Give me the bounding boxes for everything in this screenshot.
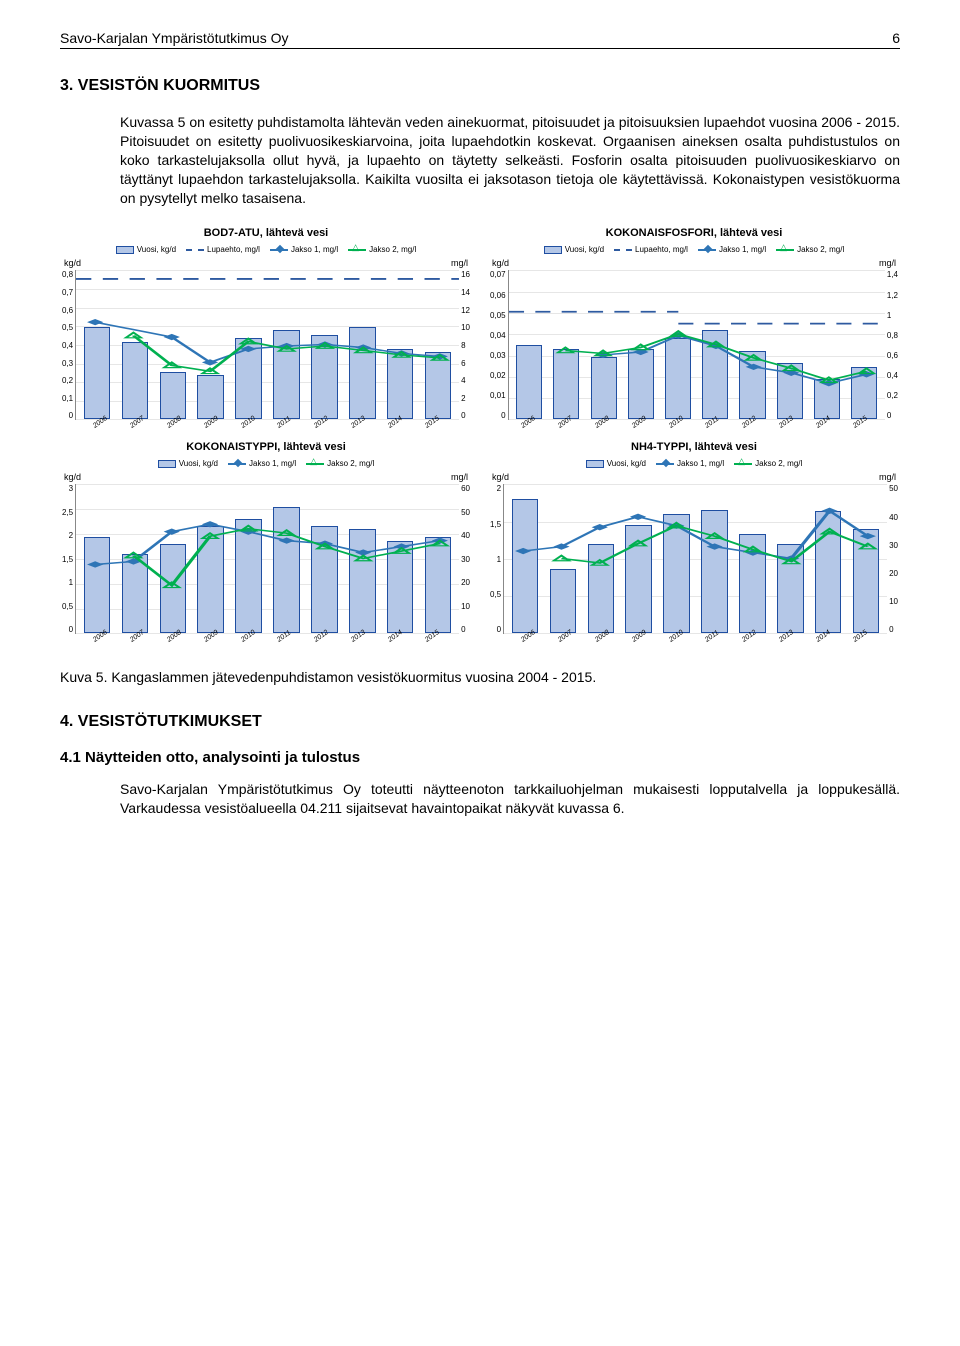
bar	[777, 544, 804, 633]
chart-1: KOKONAISFOSFORI, lähtevä vesi Vuosi, kg/d…	[488, 227, 900, 431]
bar	[273, 330, 300, 419]
bar	[665, 338, 691, 420]
chart-legend: Vuosi, kg/dJakso 1, mg/lJakso 2, mg/l	[488, 459, 900, 468]
bar	[84, 327, 111, 419]
bars	[509, 270, 885, 419]
y-axis-right: 1,41,210,80,60,40,20	[885, 270, 900, 420]
plot-wrap: 32,521,510,50 6050403020100	[60, 484, 472, 634]
bar	[814, 379, 840, 419]
bar	[235, 338, 262, 420]
bar	[625, 525, 652, 634]
x-axis: 2006200720082009201020112012201320142015	[84, 424, 452, 431]
bar	[702, 330, 728, 419]
plot-area	[75, 484, 459, 634]
bar	[815, 511, 842, 633]
y-axis-left: 21,510,50	[488, 484, 503, 634]
chart-title: KOKONAISTYPPI, lähtevä vesi	[60, 441, 472, 453]
plot-wrap: 21,510,50 50403020100	[488, 484, 900, 634]
bars	[76, 270, 459, 419]
bar	[588, 544, 615, 633]
page-header: Savo-Karjalan Ympäristötutkimus Oy 6	[60, 30, 900, 49]
bar	[311, 335, 338, 420]
bar	[197, 526, 224, 633]
y-axis-right: 6050403020100	[459, 484, 472, 634]
plot-wrap: 0,070,060,050,040,030,020,010 1,41,210,80…	[488, 270, 900, 420]
bar	[512, 499, 539, 633]
chart-legend: Vuosi, kg/dJakso 1, mg/lJakso 2, mg/l	[60, 459, 472, 468]
plot-area	[508, 270, 885, 420]
bar	[739, 534, 766, 634]
chart-0: BOD7-ATU, lähtevä vesi Vuosi, kg/dLupaeht…	[60, 227, 472, 431]
bar	[387, 349, 414, 419]
bar	[160, 544, 187, 633]
y-axis-left: 0,070,060,050,040,030,020,010	[488, 270, 508, 420]
bar	[273, 507, 300, 634]
bar	[777, 363, 803, 420]
bar	[349, 327, 376, 419]
bar	[235, 519, 262, 634]
bars	[504, 484, 887, 633]
y-axis-labels: kg/dmg/l	[60, 472, 472, 482]
bar	[550, 569, 577, 633]
bars	[76, 484, 459, 633]
company-name: Savo-Karjalan Ympäristötutkimus Oy	[60, 30, 289, 46]
section3-paragraph: Kuvassa 5 on esitetty puhdistamolta läht…	[120, 113, 900, 207]
bar	[553, 349, 579, 419]
bar	[628, 349, 654, 419]
plot-area	[75, 270, 459, 420]
bar	[591, 357, 617, 420]
page-number: 6	[892, 30, 900, 46]
y-axis-labels: kg/dmg/l	[60, 258, 472, 268]
plot-wrap: 0,80,70,60,50,40,30,20,10 1614121086420	[60, 270, 472, 420]
bar	[853, 529, 880, 633]
bar	[84, 537, 111, 634]
bar	[349, 529, 376, 633]
charts-grid: BOD7-ATU, lähtevä vesi Vuosi, kg/dLupaeht…	[60, 227, 900, 645]
bar	[851, 367, 877, 419]
bar	[516, 345, 542, 420]
chart-2: KOKONAISTYPPI, lähtevä vesi Vuosi, kg/dJa…	[60, 441, 472, 645]
chart-title: BOD7-ATU, lähtevä vesi	[60, 227, 472, 239]
y-axis-left: 0,80,70,60,50,40,30,20,10	[60, 270, 75, 420]
chart-title: NH4-TYPPI, lähtevä vesi	[488, 441, 900, 453]
chart-legend: Vuosi, kg/dLupaehto, mg/lJakso 1, mg/lJa…	[488, 245, 900, 254]
y-axis-right: 50403020100	[887, 484, 900, 634]
chart-title: KOKONAISFOSFORI, lähtevä vesi	[488, 227, 900, 239]
plot-area	[503, 484, 887, 634]
y-axis-labels: kg/dmg/l	[488, 472, 900, 482]
bar	[387, 541, 414, 633]
chart-legend: Vuosi, kg/dLupaehto, mg/lJakso 1, mg/lJa…	[60, 245, 472, 254]
bar	[122, 342, 149, 419]
y-axis-right: 1614121086420	[459, 270, 472, 420]
y-axis-labels: kg/dmg/l	[488, 258, 900, 268]
bar	[701, 510, 728, 634]
section4-heading: 4. VESISTÖTUTKIMUKSET	[60, 713, 900, 731]
y-axis-left: 32,521,510,50	[60, 484, 75, 634]
chart-3: NH4-TYPPI, lähtevä vesi Vuosi, kg/dJakso …	[488, 441, 900, 645]
bar	[311, 526, 338, 633]
section4-paragraph: Savo-Karjalan Ympäristötutkimus Oy toteu…	[120, 780, 900, 818]
section3-heading: 3. VESISTÖN KUORMITUS	[60, 77, 900, 95]
section4-subheading: 4.1 Näytteiden otto, analysointi ja tulo…	[60, 749, 900, 766]
bar	[425, 352, 452, 419]
bar	[739, 351, 765, 420]
bar	[122, 554, 149, 633]
x-axis: 2006200720082009201020112012201320142015	[84, 638, 452, 645]
x-axis: 2006200720082009201020112012201320142015	[512, 638, 880, 645]
x-axis: 2006200720082009201020112012201320142015	[512, 424, 880, 431]
bar	[663, 514, 690, 633]
figure-caption: Kuva 5. Kangaslammen jätevedenpuhdistamo…	[60, 669, 900, 685]
bar	[425, 537, 452, 634]
